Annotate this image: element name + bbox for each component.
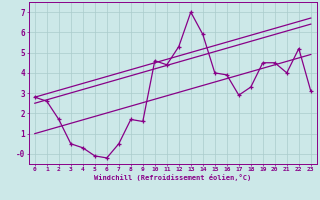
X-axis label: Windchill (Refroidissement éolien,°C): Windchill (Refroidissement éolien,°C) xyxy=(94,174,252,181)
